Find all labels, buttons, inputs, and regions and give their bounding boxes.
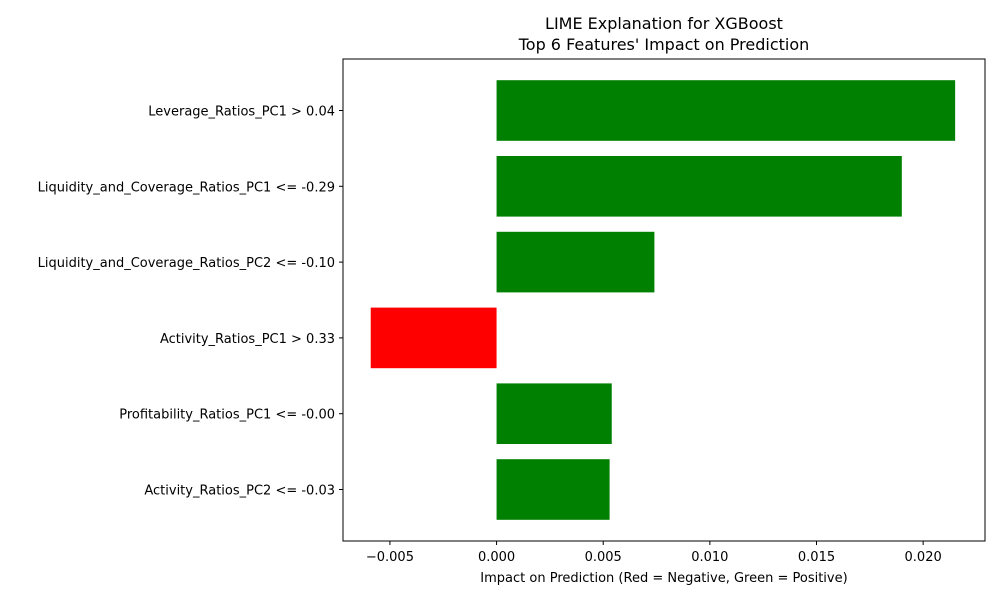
x-tick-label: 0.015 [798, 550, 835, 565]
x-axis-ticks: −0.005 0.000 0.005 0.010 0.015 0.020 [366, 541, 942, 565]
x-tick-label: 0.020 [905, 550, 942, 565]
y-tick-label: Profitability_Ratios_PC1 <= -0.00 [119, 408, 335, 423]
bar-3 [370, 307, 497, 369]
bar-2 [496, 231, 655, 293]
chart-title: LIME Explanation for XGBoost [545, 14, 783, 33]
x-axis-label: Impact on Prediction (Red = Negative, Gr… [480, 571, 847, 586]
bar-0 [496, 80, 956, 141]
chart-subtitle: Top 6 Features' Impact on Prediction [518, 35, 810, 54]
y-tick-label: Leverage_Ratios_PC1 > 0.04 [148, 105, 335, 120]
y-tick-label: Activity_Ratios_PC2 <= -0.03 [144, 484, 335, 499]
x-tick-label: 0.005 [585, 550, 622, 565]
bar-4 [496, 383, 612, 444]
x-tick-label: 0.000 [478, 550, 515, 565]
bar-5 [496, 459, 610, 520]
y-tick-label: Activity_Ratios_PC1 > 0.33 [160, 332, 335, 347]
bars-group [370, 80, 956, 520]
bar-1 [496, 156, 902, 217]
y-tick-label: Liquidity_and_Coverage_Ratios_PC1 <= -0.… [38, 180, 335, 195]
plot-frame [342, 58, 986, 542]
x-tick-label: −0.005 [366, 550, 414, 565]
y-axis-ticks: Leverage_Ratios_PC1 > 0.04 Liquidity_and_… [38, 105, 343, 499]
y-tick-label: Liquidity_and_Coverage_Ratios_PC2 <= -0.… [38, 256, 335, 271]
x-tick-label: 0.010 [691, 550, 728, 565]
